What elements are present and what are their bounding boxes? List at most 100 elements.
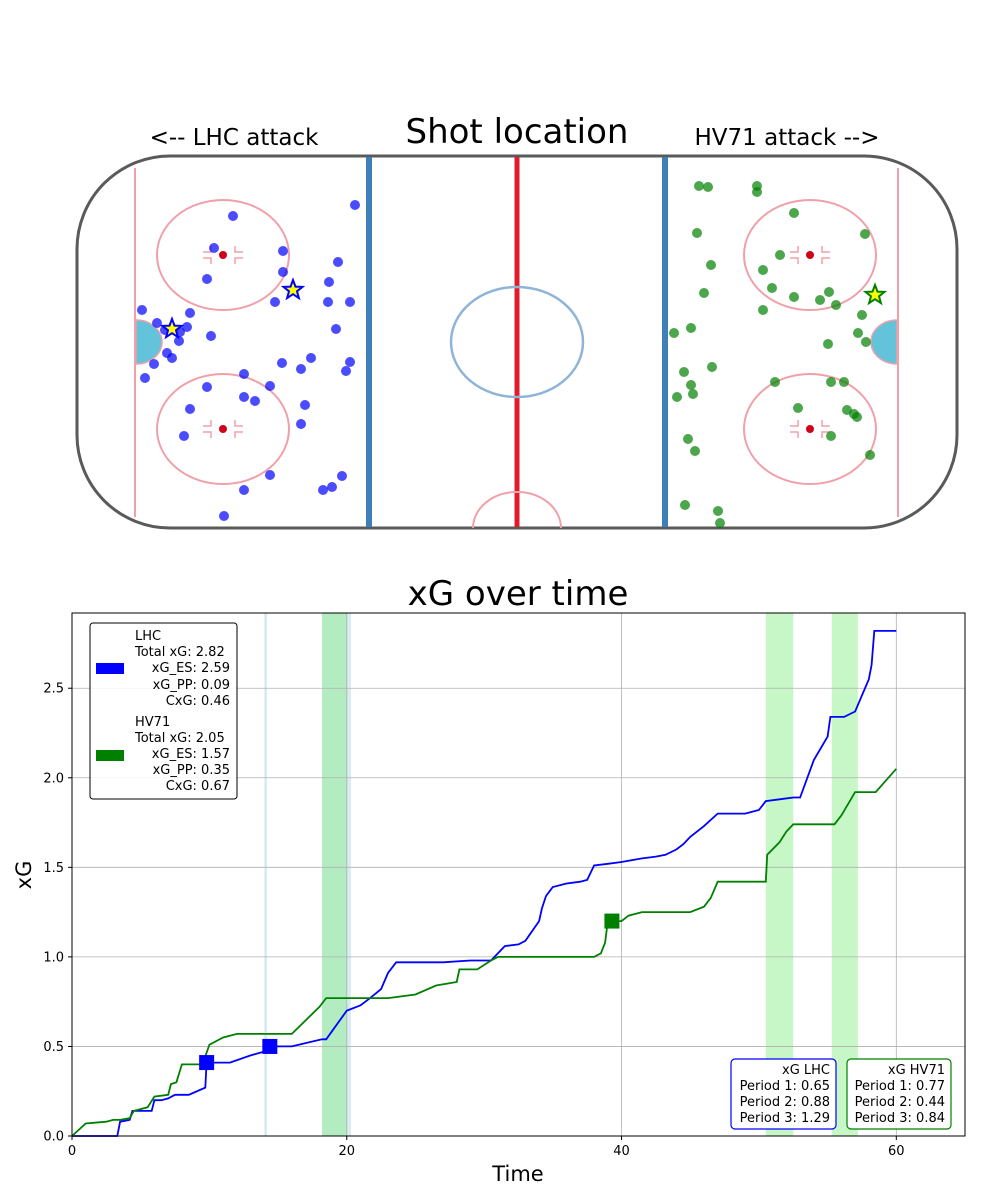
legend-lhc-line-1: Total xG: 2.82 xyxy=(134,645,225,660)
legend-hv71-line-1: Total xG: 2.05 xyxy=(134,731,225,746)
x-tick-label-3: 60 xyxy=(888,1144,905,1159)
goal-markers xyxy=(199,913,620,1071)
legend-lhc-line-3: xG_PP: 0.09 xyxy=(153,678,230,693)
shot-hv71-15 xyxy=(831,300,841,310)
shot-hv71-35 xyxy=(683,434,693,444)
period-box-lhc-line-0: xG LHC xyxy=(782,1063,830,1078)
shot-hv71-1 xyxy=(703,182,713,192)
y-tick-label-1: 0.5 xyxy=(43,1040,64,1055)
shot-lhc-33 xyxy=(300,400,310,410)
shot-lhc-39 xyxy=(327,482,337,492)
legend-swatch-lhc xyxy=(96,663,124,674)
shot-hv71-17 xyxy=(857,310,867,320)
left-goal-crease xyxy=(135,319,163,365)
shot-hv71-40 xyxy=(713,506,723,516)
shot-lhc-41 xyxy=(219,511,229,521)
legend-lhc-line-2: xG_ES: 2.59 xyxy=(152,661,230,676)
legend-swatch-hv71 xyxy=(96,750,124,761)
shot-hv71-27 xyxy=(826,377,836,387)
shot-hv71-4 xyxy=(789,208,799,218)
powerplay-band-4 xyxy=(831,613,858,1136)
shot-lhc-30 xyxy=(239,392,249,402)
legend: LHC Total xG: 2.82 xG_ES: 2.59 xG_PP: 0.… xyxy=(89,622,238,800)
period-box-lhc-line-3: Period 3: 1.29 xyxy=(740,1111,830,1126)
shot-lhc-17 xyxy=(174,336,184,346)
shot-lhc-27 xyxy=(239,369,249,379)
period-box-hv71: xG HV71 Period 1: 0.77 Period 2: 0.44 Pe… xyxy=(846,1058,952,1130)
legend-entry-lhc: LHC Total xG: 2.82 xG_ES: 2.59 xG_PP: 0.… xyxy=(96,629,230,709)
shot-lhc-6 xyxy=(278,267,288,277)
series-line-lhc xyxy=(72,630,897,1137)
shot-hv71-5 xyxy=(692,228,702,238)
legend-hv71-line-0: HV71 xyxy=(135,715,170,730)
shot-lhc-21 xyxy=(277,358,287,368)
shot-lhc-11 xyxy=(137,305,147,315)
legend-lhc-line-4: CxG: 0.46 xyxy=(166,694,230,709)
shot-hv71-16 xyxy=(758,305,768,315)
goal-lhc-0 xyxy=(280,277,306,301)
shot-lhc-37 xyxy=(337,471,347,481)
shot-hv71-21 xyxy=(861,337,871,347)
xg-title: xG over time xyxy=(408,574,629,614)
plot-frame xyxy=(71,612,966,1137)
shot-hv71-18 xyxy=(669,328,679,338)
shot-lhc-12 xyxy=(185,308,195,318)
legend-frame xyxy=(89,622,238,800)
shot-hv71-23 xyxy=(707,362,717,372)
right-goal-crease xyxy=(870,319,898,365)
shot-lhc-36 xyxy=(265,470,275,480)
shot-hv71-30 xyxy=(688,389,698,399)
shot-lhc-34 xyxy=(179,431,189,441)
shot-lhc-2 xyxy=(209,243,219,253)
shot-hv71-11 xyxy=(699,288,709,298)
goal-marker-lhc-0 xyxy=(199,1055,215,1071)
shot-hv71-36 xyxy=(690,446,700,456)
shot-hv71-29 xyxy=(672,392,682,402)
shot-hv71-22 xyxy=(823,339,833,349)
x-tick-label-0: 0 xyxy=(68,1144,76,1159)
shot-lhc-35 xyxy=(296,419,306,429)
period-box-lhc-line-1: Period 1: 0.65 xyxy=(740,1079,830,1094)
xg-panel: xG over time 0 20 40 60 0.00.51.01.52.02.5 … xyxy=(12,574,966,1186)
shot-hv71-28 xyxy=(839,377,849,387)
x-tick-label-1: 20 xyxy=(338,1144,355,1159)
powerplay-band-0 xyxy=(264,613,268,1136)
shot-hv71-19 xyxy=(686,323,696,333)
shot-lhc-0 xyxy=(228,211,238,221)
period-box-hv71-frame xyxy=(846,1058,952,1130)
shot-hv71-6 xyxy=(860,229,870,239)
x-axis-label: Time xyxy=(491,1162,543,1186)
rink-title: Shot location xyxy=(406,112,629,152)
shot-hv71-24 xyxy=(679,367,689,377)
legend-lhc-line-0: LHC xyxy=(135,629,161,644)
period-box-hv71-line-1: Period 1: 0.77 xyxy=(855,1079,945,1094)
shot-lhc-3 xyxy=(278,246,288,256)
shot-lhc-43 xyxy=(182,322,192,332)
shot-hv71-7 xyxy=(706,260,716,270)
period-box-lhc: xG LHC Period 1: 0.65 Period 2: 0.88 Per… xyxy=(730,1058,837,1130)
shot-lhc-9 xyxy=(323,297,333,307)
faceoff-circle-top-right xyxy=(743,199,877,311)
y-tick-label-5: 2.5 xyxy=(43,682,64,697)
shot-lhc-1 xyxy=(350,200,360,210)
shot-hv71-41 xyxy=(715,518,725,528)
shot-lhc-13 xyxy=(152,318,162,328)
shot-lhc-15 xyxy=(206,331,216,341)
shot-hv71-12 xyxy=(789,292,799,302)
y-axis-ticks: 0.0 0.5 1.0 1.5 2.0 2.5 xyxy=(43,682,72,1145)
faceoff-circle-bottom-left xyxy=(156,373,290,485)
shot-lhc-24 xyxy=(345,357,355,367)
shot-lhc-25 xyxy=(341,366,351,376)
shot-hv71-0 xyxy=(694,181,704,191)
powerplay-bands xyxy=(264,613,858,1136)
powerplay-band-2 xyxy=(322,613,347,1136)
rink-panel: Shot location <-- LHC attack HV71 attack… xyxy=(75,112,959,530)
shot-hv71-25 xyxy=(686,380,696,390)
shot-hv71-31 xyxy=(793,403,803,413)
rink-surface xyxy=(75,154,959,530)
period-box-hv71-line-2: Period 2: 0.44 xyxy=(855,1095,945,1110)
shot-lhc-20 xyxy=(149,359,159,369)
shot-hv71-39 xyxy=(680,500,690,510)
rink-shots xyxy=(137,181,888,528)
